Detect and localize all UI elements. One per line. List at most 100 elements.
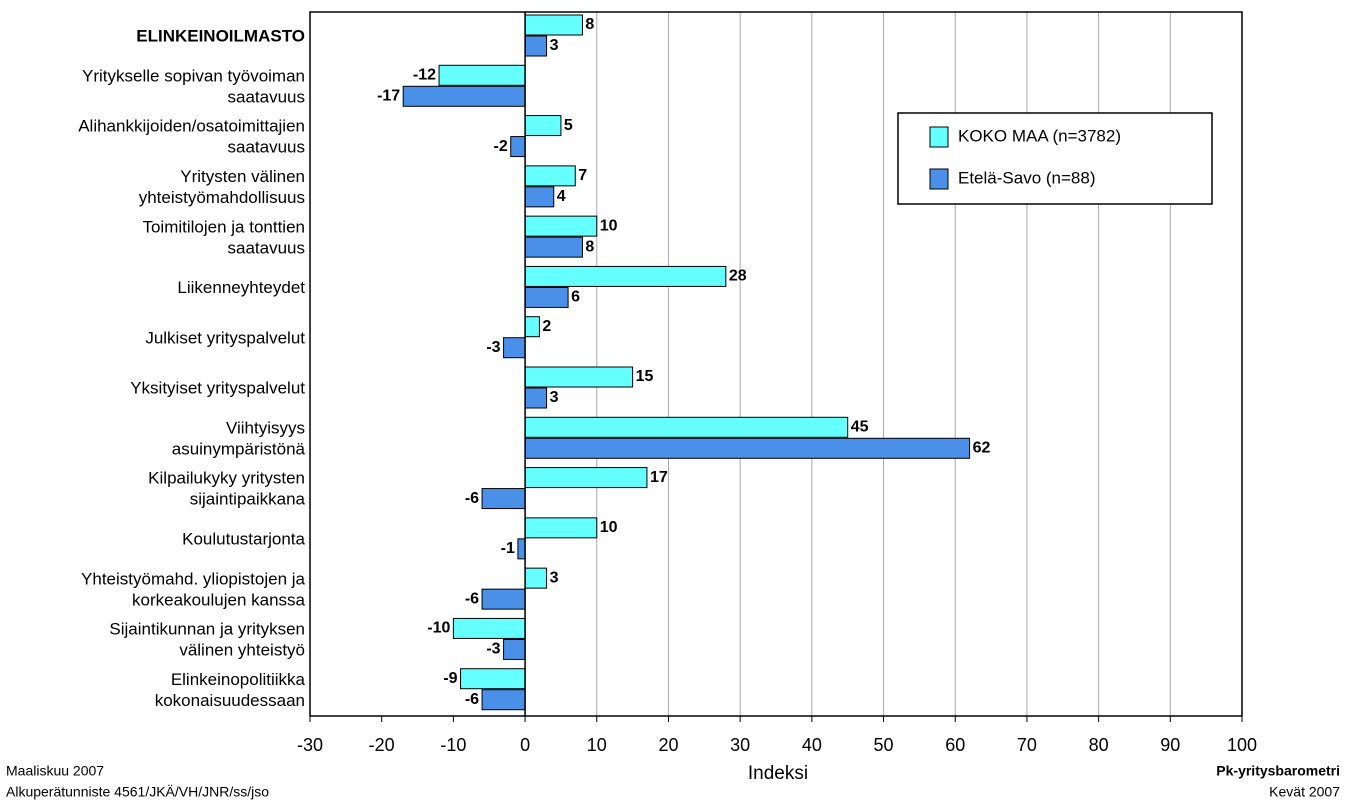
bar bbox=[402, 85, 526, 107]
footer-right: Kevät 2007 bbox=[1269, 784, 1340, 800]
bar bbox=[524, 437, 971, 459]
bar bbox=[460, 668, 526, 690]
data-label: -17 bbox=[377, 88, 400, 105]
y-tick-label: Sijaintikunnan ja yrityksen bbox=[109, 620, 305, 639]
data-label: 17 bbox=[650, 469, 668, 486]
x-tick-label: 60 bbox=[945, 735, 965, 755]
bar bbox=[524, 215, 598, 237]
data-label: -12 bbox=[413, 67, 436, 84]
bar bbox=[524, 35, 548, 57]
y-tick-label: Liikenneyhteydet bbox=[177, 278, 305, 297]
y-tick-label: kokonaisuudessaan bbox=[155, 691, 305, 710]
y-tick-label: Alihankkijoiden/osatoimittajien bbox=[78, 117, 305, 136]
bar bbox=[524, 567, 548, 589]
y-tick-label: Yksityiset yrityspalvelut bbox=[130, 379, 305, 398]
data-label: -3 bbox=[486, 339, 500, 356]
data-label: 28 bbox=[729, 268, 747, 285]
data-label: 5 bbox=[564, 117, 573, 134]
bar bbox=[452, 617, 526, 639]
legend-swatch bbox=[929, 126, 949, 148]
x-tick-label: 50 bbox=[874, 735, 894, 755]
y-tick-label: Koulutustarjonta bbox=[182, 529, 305, 548]
bar bbox=[517, 538, 526, 560]
bar bbox=[510, 136, 526, 158]
bar bbox=[524, 387, 548, 409]
data-label: -9 bbox=[443, 670, 457, 687]
bar bbox=[524, 186, 555, 208]
data-label: -6 bbox=[465, 490, 479, 507]
y-tick-label: saatavuus bbox=[228, 238, 306, 257]
x-tick-label: 30 bbox=[730, 735, 750, 755]
bar bbox=[524, 416, 849, 438]
data-label: -6 bbox=[465, 590, 479, 607]
footer-left: Alkuperätunniste 4561/JKÄ/VH/JNR/ss/jso bbox=[6, 784, 269, 800]
y-tick-label: korkeakoulujen kanssa bbox=[132, 590, 305, 609]
y-tick-label: Elinkeinopolitiikka bbox=[171, 670, 306, 689]
bar bbox=[524, 265, 727, 287]
bar bbox=[524, 165, 576, 187]
footer-left: Maaliskuu 2007 bbox=[6, 763, 104, 779]
y-tick-label: Yritysten välinen bbox=[180, 167, 305, 186]
bar bbox=[524, 366, 634, 388]
bar bbox=[524, 236, 583, 258]
bar bbox=[524, 115, 562, 137]
data-label: -1 bbox=[501, 540, 515, 557]
data-label: 15 bbox=[636, 368, 654, 385]
x-tick-label: -30 bbox=[297, 735, 323, 755]
bar bbox=[481, 588, 526, 610]
data-label: 10 bbox=[600, 519, 618, 536]
x-tick-label: 70 bbox=[1017, 735, 1037, 755]
data-label: 4 bbox=[557, 188, 566, 205]
legend-label: KOKO MAA (n=3782) bbox=[958, 126, 1121, 145]
data-label: -3 bbox=[486, 641, 500, 658]
y-tick-label: saatavuus bbox=[228, 87, 306, 106]
x-tick-label: -10 bbox=[440, 735, 466, 755]
y-tick-label: ELINKEINOILMASTO bbox=[136, 27, 305, 46]
x-tick-label: 100 bbox=[1227, 735, 1257, 755]
y-tick-label: Toimitilojen ja tonttien bbox=[142, 217, 305, 236]
bar bbox=[481, 488, 526, 510]
y-tick-label: sijaintipaikkana bbox=[190, 490, 306, 509]
data-label: 62 bbox=[973, 440, 991, 457]
bar bbox=[524, 517, 598, 539]
data-label: 7 bbox=[578, 167, 587, 184]
x-tick-label: 80 bbox=[1089, 735, 1109, 755]
x-tick-label: 10 bbox=[587, 735, 607, 755]
data-label: 8 bbox=[585, 16, 594, 33]
data-label: 45 bbox=[851, 419, 869, 436]
bar bbox=[503, 337, 526, 359]
data-label: -10 bbox=[427, 620, 450, 637]
data-label: 3 bbox=[550, 37, 559, 54]
x-tick-label: 0 bbox=[520, 735, 530, 755]
data-label: 8 bbox=[585, 238, 594, 255]
bar bbox=[524, 286, 569, 308]
y-tick-label: Yritykselle sopivan työvoiman bbox=[82, 66, 305, 85]
legend-box bbox=[897, 112, 1213, 205]
bar bbox=[481, 689, 526, 711]
bar bbox=[524, 316, 540, 338]
y-tick-label: välinen yhteistyö bbox=[179, 641, 305, 660]
bar bbox=[438, 64, 526, 86]
x-tick-label: -20 bbox=[369, 735, 395, 755]
x-tick-label: 20 bbox=[658, 735, 678, 755]
bar bbox=[524, 14, 583, 36]
data-label: -6 bbox=[465, 691, 479, 708]
y-tick-label: saatavuus bbox=[228, 138, 306, 157]
footer-right: Pk-yritysbarometri bbox=[1216, 763, 1340, 779]
legend-label: Etelä-Savo (n=88) bbox=[958, 168, 1096, 187]
y-tick-label: Yhteistyömahd. yliopistojen ja bbox=[81, 569, 306, 588]
y-tick-label: yhteistyömahdollisuus bbox=[139, 188, 305, 207]
y-tick-label: asuinympäristönä bbox=[172, 439, 306, 458]
plot-frame bbox=[309, 11, 1243, 717]
x-tick-label: 90 bbox=[1160, 735, 1180, 755]
data-label: 6 bbox=[571, 289, 580, 306]
data-label: 3 bbox=[550, 389, 559, 406]
y-tick-label: Julkiset yrityspalvelut bbox=[145, 328, 305, 347]
data-label: 10 bbox=[600, 217, 618, 234]
bar bbox=[503, 638, 526, 660]
y-tick-label: Kilpailukyky yritysten bbox=[148, 469, 305, 488]
y-tick-label: Viihtyisyys bbox=[226, 418, 305, 437]
data-label: 3 bbox=[550, 569, 559, 586]
x-tick-label: 40 bbox=[802, 735, 822, 755]
